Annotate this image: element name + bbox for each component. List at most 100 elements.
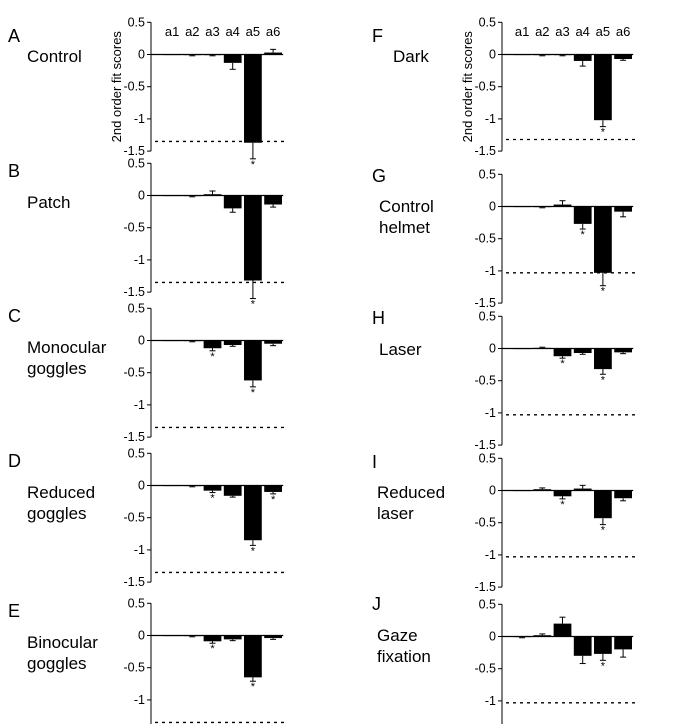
panel-title-line: fixation xyxy=(377,647,431,666)
y-tick-label: 0.5 xyxy=(479,451,496,465)
bar-a1 xyxy=(163,340,181,342)
bar-a2 xyxy=(183,635,202,637)
panel-title-line: laser xyxy=(377,504,414,523)
bar-a4 xyxy=(223,485,242,496)
category-label: a2 xyxy=(185,24,199,39)
category-label: a3 xyxy=(205,24,219,39)
panel-title-line: helmet xyxy=(379,218,430,237)
y-tick-label: 0 xyxy=(138,629,145,643)
significance-marker: * xyxy=(210,643,215,655)
y-tick-label: -1 xyxy=(485,406,496,420)
panel-f: F Dark 0.5 0 -0.5 -1 -1.5 * a1 a2 a3 a4 a5 a6 2nd orde… xyxy=(372,15,636,158)
significance-marker: * xyxy=(271,494,276,506)
panel-title-line: Binocular xyxy=(27,633,98,652)
panel-title-line: Gaze xyxy=(377,626,418,645)
bar-a2 xyxy=(533,54,552,56)
category-label: a4 xyxy=(575,24,589,39)
category-label: a3 xyxy=(555,24,569,39)
significance-marker: * xyxy=(251,681,256,693)
bar-a6 xyxy=(264,340,282,344)
bar-a4 xyxy=(573,348,592,354)
y-tick-label: -1.5 xyxy=(474,144,496,158)
panel-letter: F xyxy=(372,26,383,46)
y-tick-label: -0.5 xyxy=(474,516,496,530)
bar-a2 xyxy=(183,340,202,342)
bar-a5 xyxy=(244,340,262,381)
panel-title-line: Reduced xyxy=(377,483,445,502)
y-tick-label: -0.5 xyxy=(123,366,145,380)
bar-a3 xyxy=(553,204,572,207)
y-tick-label: -0.5 xyxy=(123,511,145,525)
bar-a4 xyxy=(223,635,242,640)
y-tick-label: -1.5 xyxy=(123,285,145,299)
panel-title-line: Control xyxy=(27,47,82,66)
y-tick-label: -1 xyxy=(134,543,145,557)
bar-a3 xyxy=(553,54,572,56)
y-tick-label: -0.5 xyxy=(123,80,145,94)
bar-a6 xyxy=(614,490,632,499)
bar-a3 xyxy=(553,623,572,637)
y-axis-label: 2nd order fit scores xyxy=(109,31,124,143)
bar-a5 xyxy=(244,195,262,281)
panel-letter: J xyxy=(372,594,381,614)
significance-marker: * xyxy=(601,525,606,537)
bar-a4 xyxy=(223,195,242,209)
y-tick-label: -1 xyxy=(134,253,145,267)
bar-a1 xyxy=(163,54,181,56)
y-tick-label: 0 xyxy=(489,48,496,62)
significance-marker: * xyxy=(601,660,606,672)
bar-a3 xyxy=(203,340,222,349)
bar-a4 xyxy=(573,206,592,224)
bar-a3 xyxy=(553,490,572,497)
bar-a1 xyxy=(163,485,181,487)
y-tick-label: 0 xyxy=(138,189,145,203)
bar-a6 xyxy=(614,54,632,60)
bar-a1 xyxy=(163,635,181,637)
y-tick-label: 0 xyxy=(489,484,496,498)
bar-a5 xyxy=(244,54,262,143)
y-tick-label: 0 xyxy=(489,630,496,644)
bar-a6 xyxy=(264,635,282,639)
bar-a5 xyxy=(244,635,262,678)
significance-marker: * xyxy=(251,545,256,557)
panel-g: G Control helmet 0.5 0 -0.5 -1 -1.5 * * xyxy=(372,166,636,310)
significance-marker: * xyxy=(560,358,565,370)
bar-a5 xyxy=(244,485,262,541)
y-tick-label: 0.5 xyxy=(128,596,145,610)
panel-a: A Control 0.5 0 -0.5 -1 -1.5 * a1 a2 a3 a4 a5 a6 2nd o… xyxy=(8,15,286,171)
panel-letter: C xyxy=(8,306,21,326)
category-label: a6 xyxy=(266,24,280,39)
y-tick-label: -0.5 xyxy=(123,221,145,235)
y-tick-label: 0.5 xyxy=(128,156,145,170)
panel-title-line: Dark xyxy=(393,47,429,66)
panel-title-line: Monocular xyxy=(27,338,107,357)
bar-a2 xyxy=(533,489,552,491)
significance-marker: * xyxy=(601,127,606,139)
bar-a5 xyxy=(594,636,612,654)
panel-letter: E xyxy=(8,601,20,621)
y-tick-label: -1.5 xyxy=(123,575,145,589)
y-tick-label: -1 xyxy=(485,264,496,278)
category-label: a5 xyxy=(246,24,260,39)
bar-a4 xyxy=(573,488,592,491)
y-tick-label: 0.5 xyxy=(128,301,145,315)
bar-a3 xyxy=(203,194,222,196)
y-tick-label: -0.5 xyxy=(123,661,145,675)
bar-a6 xyxy=(264,195,282,205)
bar-a5 xyxy=(594,206,612,273)
bar-a2 xyxy=(183,54,202,56)
category-label: a6 xyxy=(616,24,630,39)
category-label: a5 xyxy=(596,24,610,39)
bar-a2 xyxy=(533,347,552,349)
panel-letter: H xyxy=(372,308,385,328)
bar-a5 xyxy=(594,490,612,519)
bar-a4 xyxy=(223,54,242,63)
panel-title-line: goggles xyxy=(27,654,87,673)
bar-a5 xyxy=(594,54,612,121)
significance-marker: * xyxy=(581,229,586,241)
y-axis-label: 2nd order fit scores xyxy=(460,31,475,143)
